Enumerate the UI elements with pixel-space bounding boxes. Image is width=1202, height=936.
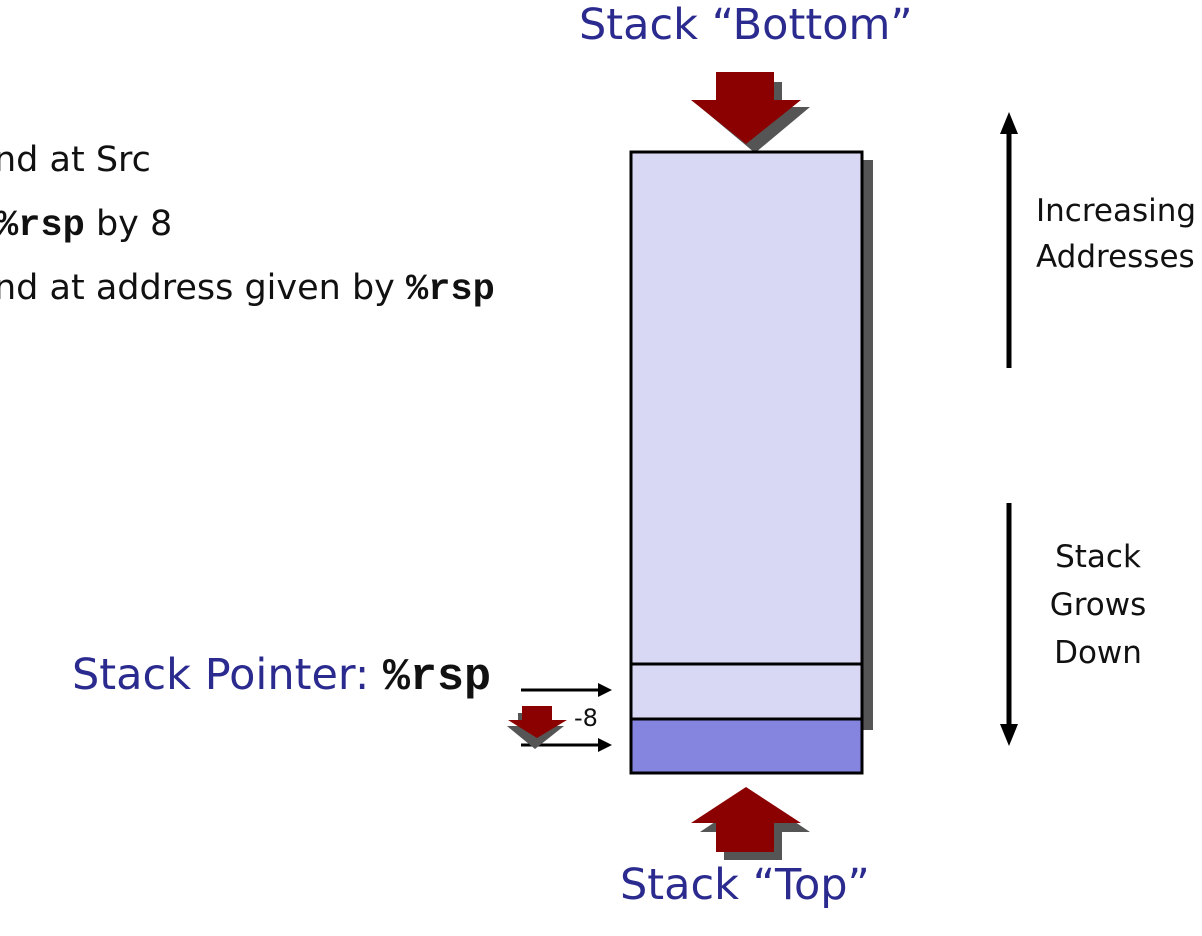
bullet-3-text: nd at address given by: [0, 268, 407, 308]
bullet-line-3: nd at address given by %rsp: [0, 268, 495, 311]
increasing-addresses-label: Increasing Addresses: [1036, 188, 1196, 280]
increasing-addresses-arrowhead: [1000, 112, 1018, 134]
grows-line-3: Down: [1054, 635, 1142, 671]
old-rsp-arrowhead: [598, 683, 612, 697]
top-arrow: [691, 787, 801, 852]
stack-top-title: Stack “Top”: [620, 860, 870, 910]
decrement-arrow: [508, 706, 567, 738]
stack-pointer-label: Stack Pointer: %rsp: [72, 650, 491, 703]
bottom-arrow: [691, 72, 801, 144]
stack-body: [629, 150, 864, 721]
stack-grows-down-arrowhead: [1000, 724, 1018, 746]
stack-grows-down-label: Stack Grows Down: [1040, 533, 1156, 677]
offset-label: -8: [574, 704, 598, 732]
bullet-2-text: by 8: [84, 204, 173, 244]
increasing-line-1: Increasing: [1036, 193, 1197, 229]
bullet-line-2: %rsp by 8: [0, 204, 172, 247]
grows-line-1: Stack: [1055, 539, 1141, 575]
bullet-line-1: nd at Src: [0, 140, 151, 180]
bullet-1-text: nd at Src: [0, 140, 151, 180]
stack-bottom-title: Stack “Bottom”: [579, 0, 913, 50]
grows-line-2: Grows: [1049, 587, 1147, 623]
bullet-3-register: %rsp: [406, 269, 495, 311]
stack-pointer-text: Stack Pointer:: [72, 650, 384, 700]
new-rsp-arrowhead: [598, 738, 612, 752]
new-stack-slot: [629, 717, 864, 775]
stack-pointer-register: %rsp: [383, 652, 492, 703]
bullet-2-register: %rsp: [0, 205, 85, 247]
increasing-line-2: Addresses: [1036, 239, 1195, 275]
